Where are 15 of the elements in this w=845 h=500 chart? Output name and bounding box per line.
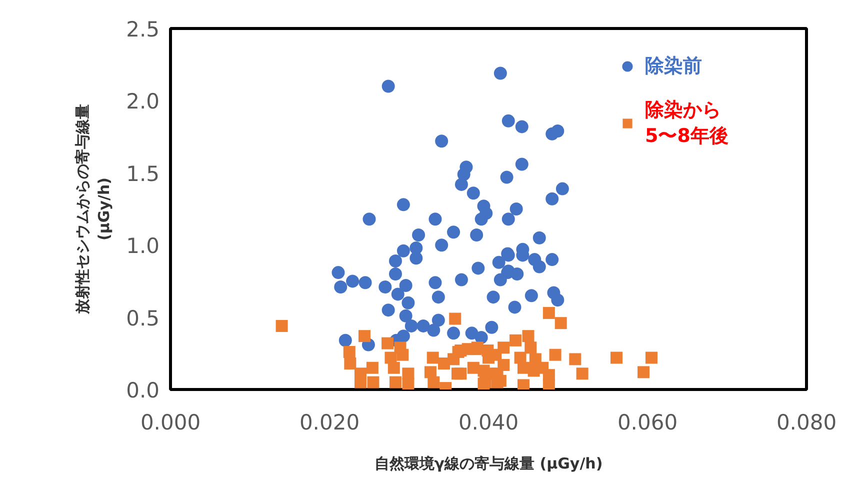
y-tick-label: 0.0: [126, 378, 160, 402]
x-tick-label: 0.040: [458, 410, 519, 434]
legend-label: 除染から 5〜8年後: [645, 98, 728, 149]
y-tick-label: 0.5: [126, 306, 160, 330]
legend-label: 除染前: [645, 54, 702, 79]
x-axis-title: 自然環境γ線の寄与線量 (μGy/h): [374, 454, 603, 472]
x-tick-label: 0.080: [776, 410, 837, 434]
x-tick-label: 0.000: [140, 410, 201, 434]
y-tick-label: 2.5: [126, 18, 160, 42]
y-tick-label: 2.0: [126, 90, 160, 114]
y-tick-label: 1.5: [126, 162, 160, 186]
x-tick-label: 0.060: [617, 410, 678, 434]
y-tick-label: 1.0: [126, 234, 160, 258]
y-axis-title: 放射性セシウムからの寄与線量 (μGy/h): [74, 104, 114, 315]
x-tick-label: 0.020: [299, 410, 360, 434]
